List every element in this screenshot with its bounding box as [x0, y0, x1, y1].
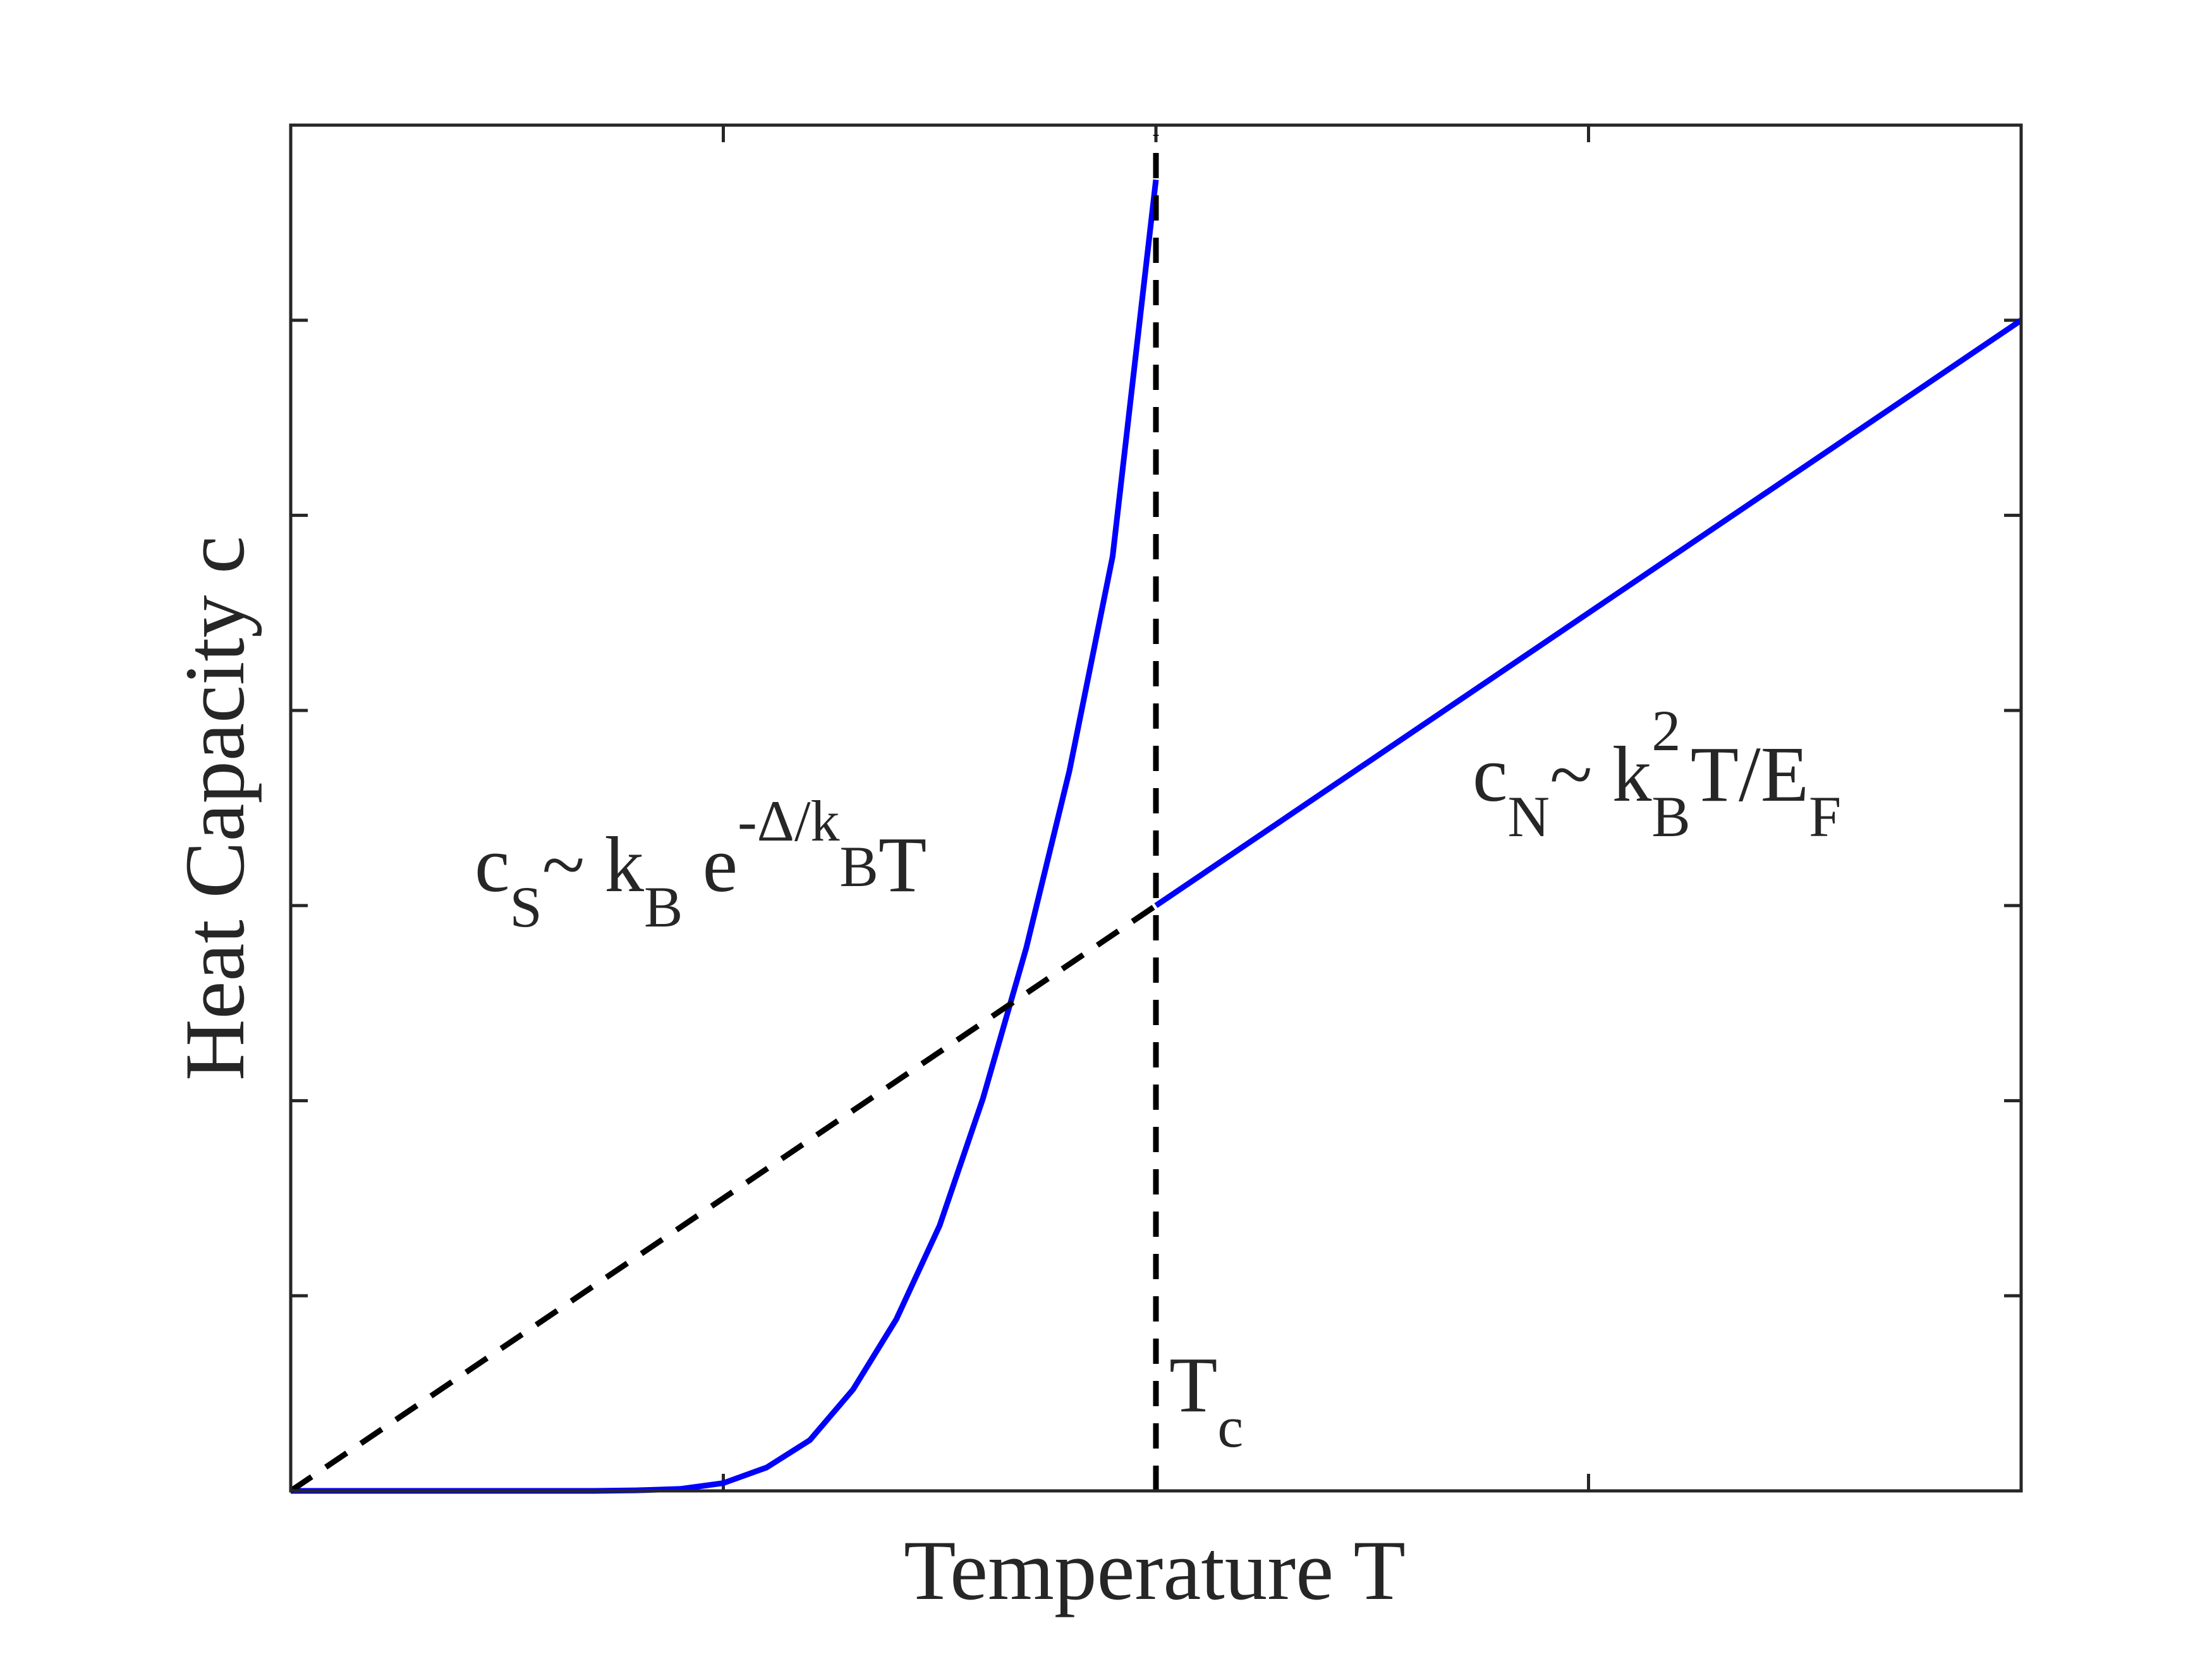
- annotation-text: S: [509, 875, 542, 939]
- annotation-text: T: [878, 822, 927, 909]
- dashed-line: [289, 903, 1158, 1493]
- annotation-text: T/E: [1691, 731, 1809, 818]
- annotation-text: c: [475, 822, 509, 909]
- annotation-text: 2: [1651, 698, 1680, 763]
- annotation-text: ~ k: [1550, 731, 1652, 818]
- annotation-text: e: [683, 822, 738, 909]
- y-axis-label: Heat Capacity c: [168, 536, 262, 1081]
- annotation-text: B: [644, 875, 683, 939]
- annotation-text: c: [1473, 731, 1507, 818]
- axes-frame: [289, 123, 2023, 1493]
- curve: [1154, 317, 2023, 908]
- annotation-text: B: [1651, 784, 1690, 849]
- annotation-text: B: [840, 834, 878, 899]
- annotation-text: N: [1507, 784, 1549, 849]
- annotation-text: c: [1217, 1395, 1243, 1459]
- annotation-text: -Δ/k: [738, 789, 839, 853]
- annotation-text: F: [1809, 784, 1841, 849]
- x-axis-label: Temperature T: [904, 1524, 1406, 1618]
- annotation-text: ~ k: [542, 822, 645, 909]
- annotation-text: T: [1169, 1342, 1217, 1429]
